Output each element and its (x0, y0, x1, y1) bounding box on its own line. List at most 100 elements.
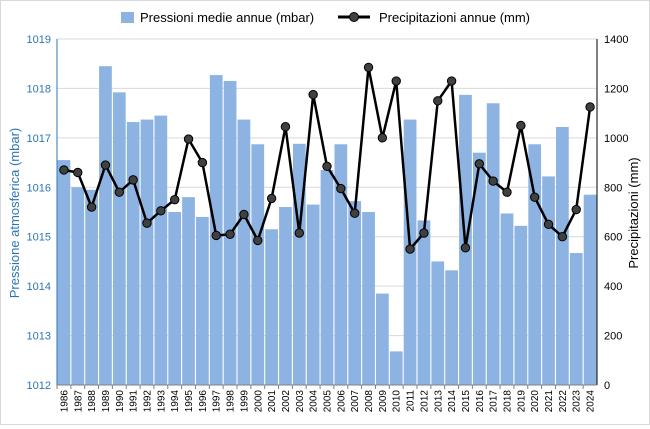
y-tick-left: 1018 (27, 83, 51, 95)
precipitation-point (433, 96, 443, 106)
axes (56, 39, 598, 389)
bar (306, 204, 320, 385)
x-tick-label: 1999 (239, 390, 250, 413)
x-tick-label: 2000 (253, 390, 264, 413)
legend-label-pressure: Pressioni medie annue (mbar) (140, 10, 314, 25)
precipitation-point (100, 160, 111, 170)
bar (265, 229, 278, 385)
x-tick-label: 2024 (586, 390, 597, 413)
x-tick-label: 2008 (364, 390, 375, 413)
precipitation-point (59, 165, 69, 175)
bar (542, 176, 555, 385)
precipitation-point (280, 122, 291, 132)
bar (445, 270, 458, 385)
bar (389, 351, 403, 385)
x-tick-label: 2022 (558, 390, 569, 413)
x-tick-label: 2011 (406, 390, 417, 412)
precipitation-point (557, 232, 568, 242)
bar (583, 194, 597, 385)
tick-labels: 1012 1013 1014 1015 1016 1017 1018 1019 0 200 400 6… (27, 34, 629, 412)
x-tick-label: 2010 (392, 390, 403, 413)
legend-label-precipitation: Precipitazioni annue (mm) (379, 10, 530, 25)
x-tick-label: 1992 (143, 390, 154, 413)
x-tick-label: 1998 (226, 390, 237, 413)
bar (417, 220, 431, 385)
bar (348, 201, 362, 385)
x-tick-label: 2012 (419, 390, 430, 413)
y-tick-left: 1014 (27, 281, 51, 293)
precipitation-point (73, 167, 83, 178)
x-tick-label: 2001 (267, 390, 278, 413)
bar (85, 189, 98, 385)
bar (196, 216, 209, 385)
legend-marker-precipitation (349, 12, 359, 22)
precipitation-point (225, 229, 235, 239)
x-tick-label: 2015 (461, 390, 472, 413)
precipitation-point (391, 76, 401, 86)
x-tick-label: 2023 (572, 390, 583, 413)
precipitation-point (253, 235, 263, 246)
precipitation-point (460, 243, 471, 253)
y-tick-right: 400 (604, 281, 622, 293)
x-tick-label: 2005 (323, 390, 334, 413)
bar (362, 212, 375, 385)
pressure-bars (57, 66, 597, 386)
precipitation-point (211, 230, 221, 241)
x-tick-label: 2004 (309, 390, 320, 413)
y-axis-title-left: Pressione atmosferica (mbar) (7, 128, 22, 299)
bar (237, 119, 251, 385)
precipitation-point (294, 228, 305, 238)
precipitation-point (114, 187, 125, 197)
precipitation-point (197, 157, 208, 168)
precipitation-point (156, 206, 166, 216)
precipitation-point (585, 102, 595, 112)
x-tick-label: 1986 (59, 390, 70, 413)
x-tick-label: 2014 (447, 390, 458, 413)
x-tick-label: 1993 (156, 390, 167, 413)
precipitation-point (322, 161, 332, 171)
precipitation-point (474, 159, 485, 169)
precipitation-point (543, 219, 554, 230)
bar (320, 169, 334, 385)
y-tick-right: 1000 (604, 133, 628, 145)
bar (251, 144, 265, 385)
bar (99, 66, 112, 385)
bar (431, 261, 445, 385)
bar (334, 144, 348, 385)
y-tick-right: 0 (604, 380, 610, 392)
y-tick-right: 200 (604, 331, 622, 343)
x-tick-label: 2013 (433, 390, 444, 413)
x-tick-label: 2006 (336, 390, 347, 413)
x-tick-label: 2020 (530, 390, 541, 413)
x-tick-label: 2002 (281, 390, 292, 413)
x-tick-label: 1991 (129, 390, 140, 413)
x-tick-label: 1988 (87, 390, 98, 413)
precipitation-point (349, 208, 360, 218)
precipitation-point (502, 187, 512, 197)
precipitation-line (59, 62, 595, 254)
y-axis-title-right: Precipitazioni (mm) (626, 157, 641, 268)
precipitation-point (529, 192, 540, 202)
precipitation-point (86, 202, 97, 212)
y-tick-left: 1016 (27, 182, 51, 194)
bar (556, 126, 569, 386)
precipitation-point (239, 209, 249, 220)
x-tick-label: 1990 (115, 390, 126, 413)
y-tick-left: 1017 (27, 133, 51, 145)
x-tick-label: 1987 (73, 390, 84, 413)
x-tick-label: 1994 (170, 390, 181, 413)
bar (182, 197, 195, 385)
bar (112, 92, 126, 385)
precipitation-point (128, 175, 138, 185)
x-tick-label: 1997 (212, 390, 223, 413)
y-tick-right: 600 (604, 232, 622, 244)
precipitation-point (516, 120, 526, 131)
bar (279, 207, 292, 385)
x-tick-label: 2009 (378, 390, 389, 413)
bar (168, 212, 182, 385)
precipitation-point (405, 244, 415, 254)
y-tick-right: 1200 (604, 83, 628, 95)
precipitation-point (183, 134, 194, 144)
